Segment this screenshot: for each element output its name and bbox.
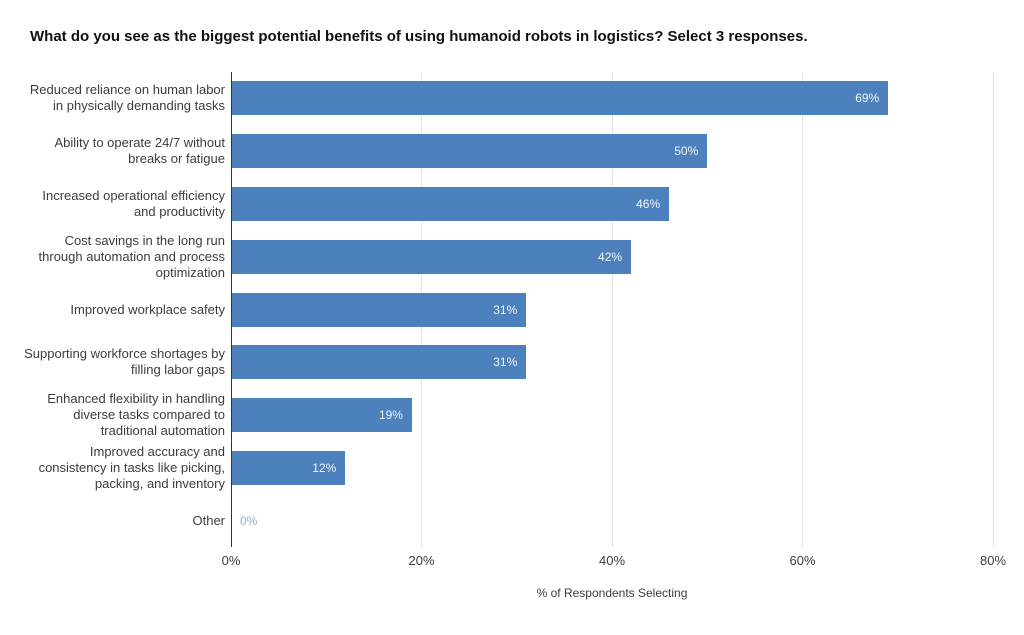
gridline [802, 72, 803, 547]
bar-value-label: 42% [598, 249, 623, 264]
bar-value-label: 31% [493, 302, 518, 317]
bar-row: Cost savings in the long run through aut… [0, 230, 993, 283]
y-axis-line [230, 72, 232, 547]
category-label: Supporting workforce shortages by fillin… [24, 346, 225, 378]
bar-rows: Reduced reliance on human labor in physi… [0, 72, 993, 547]
bar-value-label: 12% [312, 460, 337, 475]
bar [231, 81, 889, 116]
category-label: Improved workplace safety [70, 301, 225, 317]
x-axis-ticks: 0% 20% 40% 60% 80% [222, 553, 1006, 571]
x-tick-label: 20% [408, 553, 435, 568]
bar-area: 46% [231, 186, 993, 221]
gridline [992, 72, 994, 547]
bar [231, 239, 632, 274]
category-label: Ability to operate 24/7 without breaks o… [54, 135, 225, 167]
bar-value-label: 69% [855, 91, 880, 106]
bar [231, 292, 527, 327]
gridline [611, 72, 613, 547]
bar-area: 31% [231, 345, 993, 380]
bar [231, 345, 527, 380]
bar-area: 50% [231, 134, 993, 169]
category-label: Reduced reliance on human labor in physi… [29, 82, 225, 114]
bar-row: Increased operational efficiency and pro… [0, 178, 993, 231]
bar-row: Reduced reliance on human labor in physi… [0, 72, 993, 125]
bar [231, 450, 346, 485]
bar-value-label: 31% [493, 355, 518, 370]
bar-value-label: 19% [378, 408, 403, 423]
bar-value-label: 46% [636, 196, 661, 211]
category-label: Enhanced flexibility in handling diverse… [47, 391, 225, 439]
bar-area: 31% [231, 292, 993, 327]
bar [231, 398, 412, 433]
x-tick-label: 80% [979, 553, 1007, 568]
bar-area: 0% [231, 504, 993, 538]
category-label: Other [192, 512, 225, 528]
x-axis-title: % of Respondents Selecting [536, 586, 688, 600]
category-label: Cost savings in the long run through aut… [38, 232, 225, 280]
bar-value-label: 0% [240, 513, 258, 528]
x-tick-label: 0% [221, 553, 241, 568]
plot-region: Reduced reliance on human labor in physi… [0, 72, 1006, 600]
bar-area: 69% [231, 81, 993, 116]
bar-area: 42% [231, 239, 993, 274]
bar-row: Improved accuracy and consistency in tas… [0, 441, 993, 494]
bar [231, 134, 708, 169]
bar-area: 12% [231, 450, 993, 485]
bar-row: Other 0% [0, 494, 993, 547]
category-label: Improved accuracy and consistency in tas… [38, 443, 225, 491]
category-label: Increased operational efficiency and pro… [42, 187, 225, 219]
bar-area: 19% [231, 398, 993, 433]
bar-row: Ability to operate 24/7 without breaks o… [0, 125, 993, 178]
bar-value-label: 50% [674, 144, 699, 159]
bar-row: Improved workplace safety 31% [0, 283, 993, 336]
x-tick-label: 60% [789, 553, 816, 568]
bar-row: Enhanced flexibility in handling diverse… [0, 389, 993, 442]
chart-title: What do you see as the biggest potential… [30, 28, 808, 45]
bar [231, 186, 670, 221]
bar-row: Supporting workforce shortages by fillin… [0, 336, 993, 389]
x-tick-label: 40% [598, 553, 626, 568]
